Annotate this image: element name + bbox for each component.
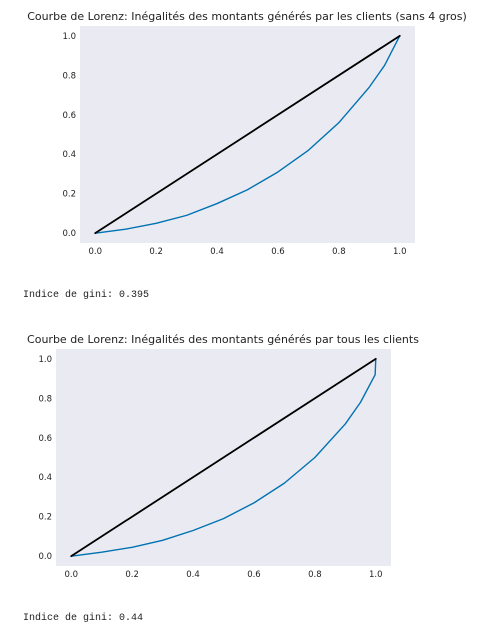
y-tick-label: 0.6 [62,111,76,121]
equality-diagonal-line [94,34,401,235]
x-tick-label: 1.0 [369,570,383,580]
x-tick-label: 0.0 [88,247,102,257]
y-tick-label: 0.2 [38,513,52,523]
x-tick-label: 0.2 [149,247,163,257]
x-tick-label: 0.0 [64,570,78,580]
equality-diagonal-line [70,357,377,558]
y-tick-label: 1.0 [62,32,76,42]
lorenz-chart-without-4-big: Courbe de Lorenz: Inégalités des montant… [0,0,484,270]
gini-index-text: Indice de gini: 0.44 [23,613,144,624]
y-tick-label: 0.2 [62,190,76,200]
x-tick-label: 0.2 [125,570,139,580]
y-tick-label: 0.8 [38,394,52,404]
x-tick-label: 0.4 [210,247,224,257]
x-tick-label: 0.4 [186,570,200,580]
y-tick-label: 0.4 [38,473,52,483]
x-tick-label: 0.8 [332,247,346,257]
x-tick-label: 0.6 [271,247,285,257]
lorenz-curve-line [70,358,377,557]
lorenz-chart-svg: Courbe de Lorenz: Inégalités des montant… [27,10,467,257]
x-tick-label: 0.6 [247,570,261,580]
y-tick-label: 0.0 [38,552,52,562]
x-tick-label: 1.0 [393,247,407,257]
x-tick-label: 0.8 [308,570,322,580]
y-tick-label: 0.0 [62,229,76,239]
y-tick-label: 0.6 [38,434,52,444]
y-tick-label: 0.8 [62,71,76,81]
chart-title: Courbe de Lorenz: Inégalités des montant… [27,333,419,346]
chart-title: Courbe de Lorenz: Inégalités des montant… [27,10,467,23]
lorenz-curve-line [94,35,401,234]
y-tick-label: 1.0 [38,355,52,365]
lorenz-chart-svg: Courbe de Lorenz: Inégalités des montant… [27,333,419,580]
y-tick-label: 0.4 [62,150,76,160]
lorenz-chart-all-clients: Courbe de Lorenz: Inégalités des montant… [0,322,484,592]
gini-index-text: Indice de gini: 0.395 [23,290,150,301]
